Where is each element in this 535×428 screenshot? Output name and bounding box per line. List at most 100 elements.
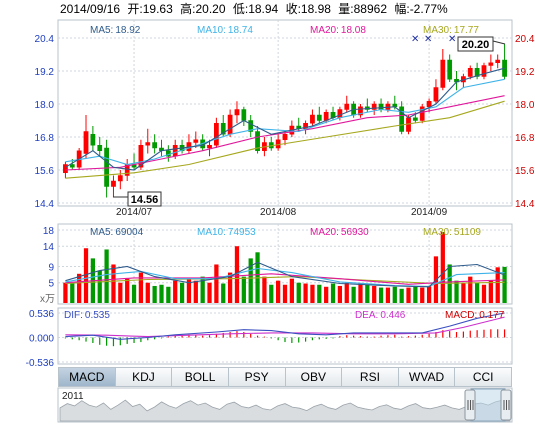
price-ma30-line xyxy=(65,100,505,179)
candle-body xyxy=(419,106,425,121)
tab-boll[interactable]: BOLL xyxy=(172,368,229,386)
navigator-year-label: 2011 xyxy=(62,391,84,402)
volume-bar xyxy=(276,280,281,303)
volume-y-tick: 9 xyxy=(48,263,54,274)
candle-body xyxy=(172,145,178,157)
volume-bar xyxy=(495,267,500,303)
tab-obv[interactable]: OBV xyxy=(285,368,343,386)
extreme-markers: ✕ ✕ ✕ 20.20 14.56 xyxy=(113,34,506,207)
candle-body xyxy=(467,68,473,77)
header-low-label: 低: xyxy=(233,2,248,16)
header-quote: 2014/09/16 开:19.63 高:20.20 低:18.94 收:18.… xyxy=(60,1,448,16)
macd-lines xyxy=(65,312,505,340)
macd-legend-dea-value: 0.446 xyxy=(380,310,405,321)
volume-bar xyxy=(468,276,473,303)
candle-body xyxy=(310,114,315,124)
volume-bar xyxy=(289,278,294,303)
volume-bar xyxy=(227,272,233,303)
volume-bar xyxy=(420,287,425,303)
candle-body xyxy=(152,142,158,149)
candlestick-series xyxy=(63,43,507,198)
volume-y-tick: 14 xyxy=(43,242,55,253)
header-open-value: 19.63 xyxy=(143,2,173,16)
volume-bar xyxy=(97,270,102,303)
navigator-right-handle[interactable] xyxy=(500,389,512,421)
volume-bar xyxy=(406,287,411,303)
volume-bar xyxy=(77,273,82,303)
volume-bar xyxy=(426,285,432,303)
volume-bar xyxy=(131,284,137,303)
volume-bar xyxy=(351,286,356,303)
volume-bar xyxy=(159,284,164,303)
price-y-tick-left: 20.4 xyxy=(35,34,55,45)
volume-bar xyxy=(125,278,130,303)
macd-y-axis: 0.536 0.000 -0.536 xyxy=(26,309,55,369)
volume-legend-ma30-label: MA30: xyxy=(423,227,452,238)
high-callout-box xyxy=(457,36,494,52)
price-x-tick: 2014/09 xyxy=(411,207,448,218)
header-change-label: 幅: xyxy=(394,1,409,16)
price-y-tick-right: 15.6 xyxy=(515,166,535,177)
header-low-value: 18.94 xyxy=(248,2,278,16)
volume-bar xyxy=(385,287,391,303)
candle-body xyxy=(412,117,418,121)
navigator-left-handle[interactable] xyxy=(464,389,476,421)
tab-wvad[interactable]: WVAD xyxy=(398,368,456,386)
candle-body xyxy=(323,112,329,121)
volume-ma20-line xyxy=(65,273,505,285)
volume-bar xyxy=(372,285,377,303)
candle-body xyxy=(193,139,199,143)
tab-kdj[interactable]: KDJ xyxy=(115,368,173,386)
tab-cci[interactable]: CCI xyxy=(455,368,512,386)
volume-bar xyxy=(303,283,308,303)
macd-legend-dea-label: DEA: xyxy=(355,310,378,321)
header-close-label: 收: xyxy=(286,2,301,16)
price-legend-ma20: MA20: 18.08 xyxy=(310,25,366,36)
volume-bar xyxy=(502,266,507,303)
candle-body xyxy=(104,147,109,187)
price-legend-ma20-label: MA20: xyxy=(310,25,339,36)
tab-macd[interactable]: MACD xyxy=(58,368,116,386)
volume-legend-ma30: MA30: 51109 xyxy=(423,227,481,238)
volume-bar xyxy=(104,249,109,303)
macd-legend-macd-label: MACD: xyxy=(445,310,477,321)
tab-psy[interactable]: PSY xyxy=(228,368,286,386)
volume-bar xyxy=(200,276,205,303)
volume-legend-ma5-label: MA5: xyxy=(90,227,113,238)
price-y-tick-right: 14.4 xyxy=(515,199,535,210)
candle-body xyxy=(358,106,363,116)
volume-legend-ma10: MA10: 74953 xyxy=(197,227,256,238)
volume-bar xyxy=(269,284,274,303)
candle-body xyxy=(69,164,75,168)
volume-bar xyxy=(365,284,370,303)
volume-bar xyxy=(413,286,418,303)
tab-rsi[interactable]: RSI xyxy=(342,368,399,386)
volume-legend-ma10-value: 74953 xyxy=(228,227,256,238)
tab-obv-label: OBV xyxy=(300,370,326,384)
volume-bar xyxy=(193,280,198,303)
price-ma5-line xyxy=(65,67,505,171)
macd-legend-dif-value: 0.535 xyxy=(85,310,110,321)
navigator-area-path xyxy=(59,397,511,422)
candle-body xyxy=(90,134,96,146)
volume-bar xyxy=(296,282,301,303)
price-legend-ma30: MA30: 17.77 xyxy=(423,25,479,36)
volume-bar xyxy=(221,283,226,303)
candle-body xyxy=(474,68,480,77)
price-y-tick-left: 19.2 xyxy=(35,67,55,78)
price-x-tick: 2014/07 xyxy=(116,207,153,218)
volume-bar xyxy=(324,286,329,303)
volume-bar xyxy=(173,280,178,303)
macd-legend-dif-label: DIF: xyxy=(64,310,83,321)
price-grid xyxy=(58,20,512,206)
volume-grid xyxy=(58,224,512,304)
volume-legend-ma20-value: 56930 xyxy=(341,227,369,238)
volume-bar xyxy=(399,288,404,303)
candle-body xyxy=(282,134,288,140)
navigator-selection-window[interactable] xyxy=(470,388,506,422)
price-x-tick: 2014/08 xyxy=(260,207,297,218)
price-y-tick-right: 18.0 xyxy=(515,100,535,111)
volume-bar xyxy=(83,248,89,303)
macd-y-tick: 0.536 xyxy=(29,309,54,320)
